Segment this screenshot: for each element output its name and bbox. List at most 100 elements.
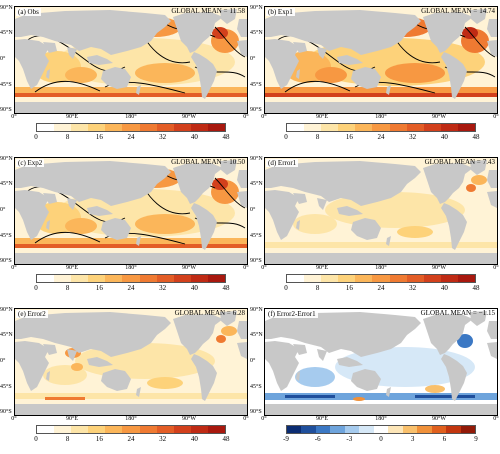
colorbar-segment <box>156 426 174 433</box>
colorbar-segment <box>207 124 226 131</box>
colorbar-segment <box>287 124 305 131</box>
map-canvas <box>265 7 497 113</box>
colorbar-tick: 48 <box>222 133 230 141</box>
map-panel-5: 90°N 45°N 0° 45°S 90°S (e) Error2 GLOBAL… <box>0 302 250 453</box>
colorbar-tick: 40 <box>440 133 448 141</box>
colorbar <box>286 274 476 283</box>
global-mean: GLOBAL MEAN = −1.15 <box>421 309 495 317</box>
colorbar-segment <box>88 426 106 433</box>
colorbar-tick: 16 <box>345 133 353 141</box>
colorbar-segment <box>460 426 476 433</box>
colorbar <box>36 274 226 283</box>
lat-tick-90n: 90°N <box>0 307 13 313</box>
lon-tick-90w: 90°W <box>431 416 447 422</box>
colorbar-segment <box>388 426 403 433</box>
world-map: (b) Exp1 GLOBAL MEAN = 14.74 <box>264 6 498 114</box>
colorbar-ticks: 0 8 16 24 32 40 48 <box>284 133 479 142</box>
colorbar-segment <box>37 275 55 282</box>
colorbar-segment <box>71 124 89 131</box>
lat-tick-45n: 45°N <box>250 181 263 187</box>
colorbar-segment <box>139 124 157 131</box>
global-mean: GLOBAL MEAN = 14.74 <box>421 7 495 15</box>
lon-ticks: 0° 90°E 180° 90°W 0° <box>11 416 248 424</box>
colorbar-segment <box>37 124 55 131</box>
colorbar-segment <box>301 426 316 433</box>
lat-tick-90s: 90°S <box>250 409 262 415</box>
panel-label: (d) Error1 <box>266 159 299 167</box>
colorbar-tick: 0 <box>34 435 38 443</box>
global-mean-value: 7.43 <box>482 158 495 166</box>
colorbar-segment <box>355 275 373 282</box>
colorbar-segment <box>173 275 191 282</box>
lon-ticks: 0° 90°E 180° 90°W 0° <box>11 114 248 122</box>
lat-tick-45s: 45°S <box>250 82 262 88</box>
lat-tick-45s: 45°S <box>250 233 262 239</box>
colorbar-tick: 48 <box>222 284 230 292</box>
lat-tick-90s: 90°S <box>0 409 12 415</box>
colorbar-segment <box>287 426 302 433</box>
lat-tick-eq: 0° <box>0 358 6 364</box>
lat-tick-90n: 90°N <box>0 5 13 11</box>
colorbar-segment <box>190 426 208 433</box>
colorbar-segment <box>88 124 106 131</box>
lon-ticks: 0° 90°E 180° 90°W 0° <box>261 114 498 122</box>
colorbar-segment <box>440 124 458 131</box>
land-masses <box>265 9 497 113</box>
colorbar-tick: 9 <box>474 435 478 443</box>
lon-tick-180: 180° <box>125 265 137 271</box>
lat-tick-45s: 45°S <box>0 233 12 239</box>
colorbar-segment <box>122 124 140 131</box>
colorbar-segment <box>446 426 461 433</box>
colorbar-segment <box>122 426 140 433</box>
land-masses <box>265 311 497 415</box>
panel-label: (f) Error2-Error1 <box>266 310 318 318</box>
lat-tick-90s: 90°S <box>0 258 12 264</box>
colorbar-tick: 48 <box>222 435 230 443</box>
lon-tick-90e: 90°E <box>65 265 79 271</box>
land-masses <box>15 160 247 264</box>
colorbar-segment <box>338 124 356 131</box>
colorbar-tick: 16 <box>95 284 103 292</box>
colorbar-tick: 16 <box>345 284 353 292</box>
lon-tick-0: 0° <box>261 114 267 120</box>
colorbar-segment <box>321 124 339 131</box>
global-mean-label: GLOBAL MEAN = <box>420 309 477 317</box>
colorbar-segment <box>417 426 432 433</box>
lat-tick-90s: 90°S <box>250 107 262 113</box>
colorbar-tick: 24 <box>127 133 135 141</box>
lat-tick-90n: 90°N <box>0 156 13 162</box>
global-mean-label: GLOBAL MEAN = <box>421 7 478 15</box>
colorbar-segment <box>373 426 389 433</box>
lon-tick-90e: 90°E <box>65 416 79 422</box>
lon-tick-90w: 90°W <box>181 265 197 271</box>
lat-tick-eq: 0° <box>250 358 256 364</box>
map-canvas <box>265 309 497 415</box>
lon-tick-0: 0° <box>11 114 17 120</box>
colorbar <box>286 425 476 434</box>
colorbar-ticks: 0 8 16 24 32 40 48 <box>34 284 229 293</box>
global-mean: GLOBAL MEAN = 7.43 <box>425 158 495 166</box>
lat-tick-eq: 0° <box>250 207 256 213</box>
lon-tick-90w: 90°W <box>431 114 447 120</box>
lon-tick-180: 180° <box>125 114 137 120</box>
lat-tick-45n: 45°N <box>0 181 13 187</box>
colorbar-tick: 0 <box>284 284 288 292</box>
lat-tick-90n: 90°N <box>250 5 263 11</box>
lat-tick-eq: 0° <box>0 207 6 213</box>
lon-tick-90w: 90°W <box>181 416 197 422</box>
lat-tick-45s: 45°S <box>250 384 262 390</box>
lon-tick-180: 180° <box>375 416 387 422</box>
land-masses <box>15 9 247 113</box>
map-canvas <box>265 158 497 264</box>
lon-tick-180: 180° <box>375 114 387 120</box>
lon-tick-90e: 90°E <box>65 114 79 120</box>
lat-tick-90n: 90°N <box>250 307 263 313</box>
colorbar <box>36 425 226 434</box>
panel-label: (c) Exp2 <box>16 159 45 167</box>
colorbar-segment <box>190 275 208 282</box>
colorbar-segment <box>406 124 424 131</box>
lat-tick-45n: 45°N <box>250 30 263 36</box>
colorbar-segment <box>156 124 174 131</box>
colorbar-tick: 0 <box>379 435 383 443</box>
colorbar-segment <box>315 426 331 433</box>
